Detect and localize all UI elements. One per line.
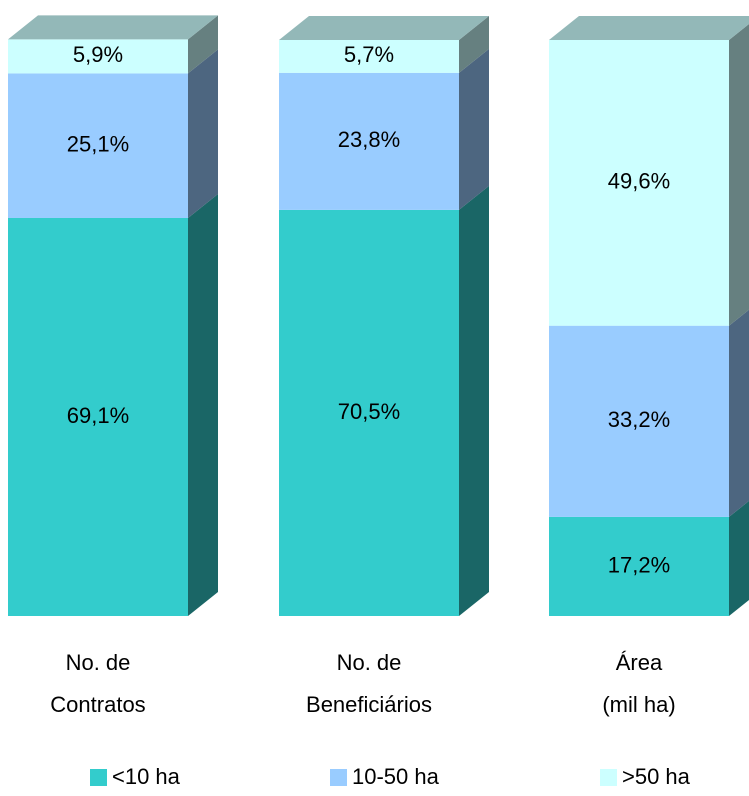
bar bbox=[8, 217, 188, 616]
bar bbox=[279, 72, 459, 210]
legend-swatch bbox=[330, 769, 347, 786]
legend-swatch bbox=[90, 769, 107, 786]
data-label: 17,2% bbox=[608, 552, 670, 577]
legend-label: <10 ha bbox=[112, 764, 181, 789]
data-label: 5,7% bbox=[344, 42, 394, 67]
bar bbox=[8, 73, 188, 218]
bar bbox=[279, 40, 459, 73]
data-label: 69,1% bbox=[67, 403, 129, 428]
x-tick-label: Beneficiários bbox=[306, 692, 432, 717]
bar-top bbox=[8, 15, 218, 40]
bar bbox=[549, 325, 729, 517]
bar-side bbox=[459, 48, 489, 210]
x-tick-label: Área bbox=[616, 650, 663, 675]
bar bbox=[549, 40, 729, 326]
bar-top bbox=[279, 16, 489, 40]
legend-label: >50 ha bbox=[622, 764, 691, 789]
bar-side bbox=[729, 24, 749, 326]
data-label: 25,1% bbox=[67, 132, 129, 157]
bar-side bbox=[188, 49, 218, 218]
bar-side bbox=[188, 193, 218, 616]
x-tick-label: (mil ha) bbox=[602, 692, 675, 717]
bar bbox=[279, 209, 459, 617]
legend-label: 10-50 ha bbox=[352, 764, 440, 789]
bar bbox=[549, 516, 729, 616]
x-tick-label: No. de bbox=[66, 650, 131, 675]
data-label: 33,2% bbox=[608, 407, 670, 432]
data-label: 49,6% bbox=[608, 169, 670, 194]
data-label: 5,9% bbox=[73, 42, 123, 67]
bar-side bbox=[729, 500, 749, 616]
bar-side bbox=[459, 185, 489, 617]
x-tick-label: No. de bbox=[337, 650, 402, 675]
bar-side bbox=[188, 15, 218, 74]
bar-side bbox=[729, 309, 749, 517]
data-label: 23,8% bbox=[338, 127, 400, 152]
bar-top bbox=[549, 16, 749, 40]
data-label: 70,5% bbox=[338, 399, 400, 424]
legend-swatch bbox=[600, 769, 617, 786]
bar-side bbox=[459, 16, 489, 73]
x-tick-label: Contratos bbox=[50, 692, 145, 717]
bar bbox=[8, 39, 188, 74]
